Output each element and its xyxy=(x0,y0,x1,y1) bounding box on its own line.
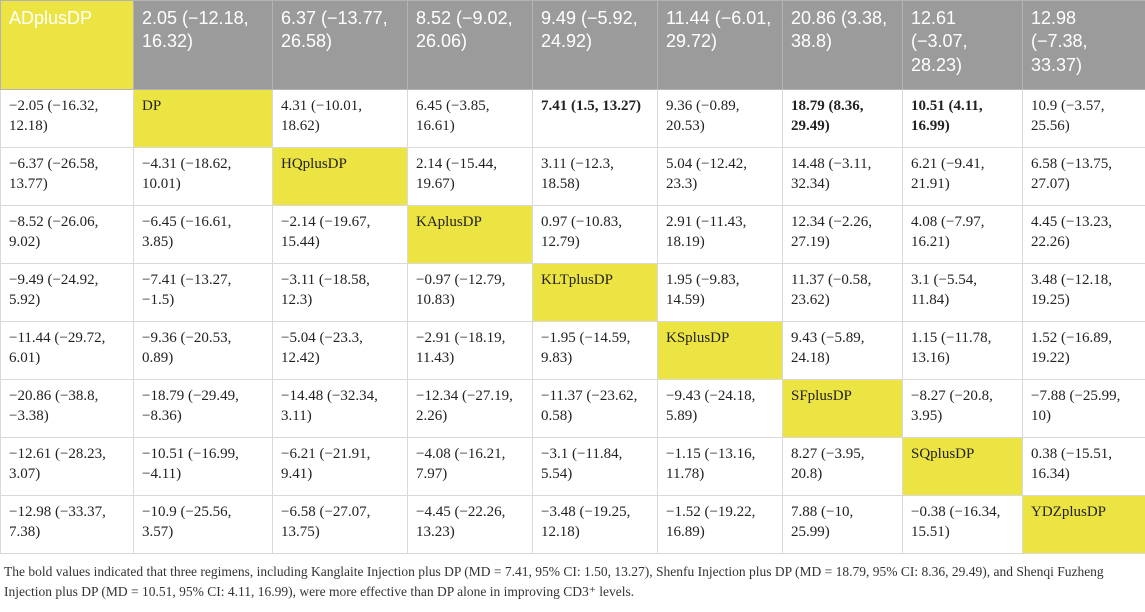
comparison-cell: −4.45 (−22.26, 13.23) xyxy=(407,495,533,554)
comparison-cell: −1.95 (−14.59, 9.83) xyxy=(532,321,658,380)
comparison-cell: 5.04 (−12.42, 23.3) xyxy=(657,147,783,206)
comparison-cell: −8.52 (−26.06, 9.02) xyxy=(0,205,134,264)
comparison-cell: −11.44 (−29.72, 6.01) xyxy=(0,321,134,380)
comparison-cell: −14.48 (−32.34, 3.11) xyxy=(272,379,408,438)
comparison-cell: 20.86 (3.38, 38.8) xyxy=(782,0,903,90)
comparison-cell: 14.48 (−3.11, 32.34) xyxy=(782,147,903,206)
comparison-cell: 11.37 (−0.58, 23.62) xyxy=(782,263,903,322)
comparison-cell: −9.49 (−24.92, 5.92) xyxy=(0,263,134,322)
comparison-cell: 6.45 (−3.85, 16.61) xyxy=(407,89,533,148)
table-row: −2.05 (−16.32, 12.18) DP 4.31 (−10.01, 18.… xyxy=(0,89,1145,148)
table-row: −9.49 (−24.92, 5.92) −7.41 (−13.27, −1.5)… xyxy=(0,263,1145,322)
comparison-cell: 6.58 (−13.75, 27.07) xyxy=(1022,147,1145,206)
comparison-cell: 9.49 (−5.92, 24.92) xyxy=(532,0,658,90)
treatment-label-cell: SFplusDP xyxy=(782,379,903,438)
league-table: ADplusDP 2.05 (−12.18, 16.32) 6.37 (−13.77… xyxy=(0,0,1145,554)
comparison-cell: 4.31 (−10.01, 18.62) xyxy=(272,89,408,148)
comparison-cell: −1.15 (−13.16, 11.78) xyxy=(657,437,783,496)
comparison-cell: 6.21 (−9.41, 21.91) xyxy=(902,147,1023,206)
comparison-cell: −7.41 (−13.27, −1.5) xyxy=(133,263,273,322)
comparison-cell: −2.91 (−18.19, 11.43) xyxy=(407,321,533,380)
comparison-cell: 12.34 (−2.26, 27.19) xyxy=(782,205,903,264)
comparison-cell: −0.97 (−12.79, 10.83) xyxy=(407,263,533,322)
comparison-cell: −12.98 (−33.37, 7.38) xyxy=(0,495,134,554)
comparison-cell: 6.37 (−13.77, 26.58) xyxy=(272,0,408,90)
comparison-cell: 3.48 (−12.18, 19.25) xyxy=(1022,263,1145,322)
comparison-cell: −10.51 (−16.99, −4.11) xyxy=(133,437,273,496)
comparison-cell: 12.98 (−7.38, 33.37) xyxy=(1022,0,1145,90)
comparison-cell: −2.14 (−19.67, 15.44) xyxy=(272,205,408,264)
treatment-label-cell: ADplusDP xyxy=(0,0,134,90)
comparison-cell: 2.05 (−12.18, 16.32) xyxy=(133,0,273,90)
comparison-cell: 8.52 (−9.02, 26.06) xyxy=(407,0,533,90)
comparison-cell: −4.08 (−16.21, 7.97) xyxy=(407,437,533,496)
table-row: −6.37 (−26.58, 13.77) −4.31 (−18.62, 10.0… xyxy=(0,147,1145,206)
treatment-label-cell: YDZplusDP xyxy=(1022,495,1145,554)
comparison-cell: 1.95 (−9.83, 14.59) xyxy=(657,263,783,322)
comparison-cell: −6.21 (−21.91, 9.41) xyxy=(272,437,408,496)
table-row: −8.52 (−26.06, 9.02) −6.45 (−16.61, 3.85)… xyxy=(0,205,1145,264)
comparison-cell: 0.97 (−10.83, 12.79) xyxy=(532,205,658,264)
comparison-cell: −0.38 (−16.34, 15.51) xyxy=(902,495,1023,554)
comparison-cell: 9.36 (−0.89, 20.53) xyxy=(657,89,783,148)
comparison-cell: 7.88 (−10, 25.99) xyxy=(782,495,903,554)
treatment-label-cell: SQplusDP xyxy=(902,437,1023,496)
comparison-cell: 7.41 (1.5, 13.27) xyxy=(532,89,658,148)
table-footnote: The bold values indicated that three reg… xyxy=(4,564,1104,599)
comparison-cell: −10.9 (−25.56, 3.57) xyxy=(133,495,273,554)
comparison-cell: 0.38 (−15.51, 16.34) xyxy=(1022,437,1145,496)
table-body: ADplusDP 2.05 (−12.18, 16.32) 6.37 (−13.77… xyxy=(0,0,1145,554)
table-row: −11.44 (−29.72, 6.01) −9.36 (−20.53, 0.89… xyxy=(0,321,1145,380)
comparison-cell: 10.51 (4.11, 16.99) xyxy=(902,89,1023,148)
treatment-label-cell: KLTplusDP xyxy=(532,263,658,322)
comparison-cell: −12.61 (−28.23, 3.07) xyxy=(0,437,134,496)
comparison-cell: −12.34 (−27.19, 2.26) xyxy=(407,379,533,438)
comparison-cell: −3.1 (−11.84, 5.54) xyxy=(532,437,658,496)
comparison-cell: 3.1 (−5.54, 11.84) xyxy=(902,263,1023,322)
comparison-cell: 12.61 (−3.07, 28.23) xyxy=(902,0,1023,90)
comparison-cell: 2.91 (−11.43, 18.19) xyxy=(657,205,783,264)
table-row: −12.61 (−28.23, 3.07) −10.51 (−16.99, −4.… xyxy=(0,437,1145,496)
comparison-cell: 3.11 (−12.3, 18.58) xyxy=(532,147,658,206)
comparison-cell: 1.15 (−11.78, 13.16) xyxy=(902,321,1023,380)
comparison-cell: −6.45 (−16.61, 3.85) xyxy=(133,205,273,264)
comparison-cell: 9.43 (−5.89, 24.18) xyxy=(782,321,903,380)
comparison-cell: −9.43 (−24.18, 5.89) xyxy=(657,379,783,438)
comparison-cell: −5.04 (−23.3, 12.42) xyxy=(272,321,408,380)
comparison-cell: 1.52 (−16.89, 19.22) xyxy=(1022,321,1145,380)
treatment-label-cell: HQplusDP xyxy=(272,147,408,206)
comparison-cell: −8.27 (−20.8, 3.95) xyxy=(902,379,1023,438)
comparison-cell: −7.88 (−25.99, 10) xyxy=(1022,379,1145,438)
comparison-cell: −2.05 (−16.32, 12.18) xyxy=(0,89,134,148)
comparison-cell: −9.36 (−20.53, 0.89) xyxy=(133,321,273,380)
comparison-cell: 2.14 (−15.44, 19.67) xyxy=(407,147,533,206)
comparison-cell: −18.79 (−29.49, −8.36) xyxy=(133,379,273,438)
comparison-cell: 8.27 (−3.95, 20.8) xyxy=(782,437,903,496)
comparison-cell: −1.52 (−19.22, 16.89) xyxy=(657,495,783,554)
comparison-cell: −20.86 (−38.8, −3.38) xyxy=(0,379,134,438)
comparison-cell: 18.79 (8.36, 29.49) xyxy=(782,89,903,148)
comparison-cell: 4.45 (−13.23, 22.26) xyxy=(1022,205,1145,264)
header-row: ADplusDP 2.05 (−12.18, 16.32) 6.37 (−13.77… xyxy=(0,0,1145,90)
treatment-label-cell: KSplusDP xyxy=(657,321,783,380)
comparison-cell: −11.37 (−23.62, 0.58) xyxy=(532,379,658,438)
comparison-cell: −4.31 (−18.62, 10.01) xyxy=(133,147,273,206)
comparison-cell: 11.44 (−6.01, 29.72) xyxy=(657,0,783,90)
comparison-cell: 4.08 (−7.97, 16.21) xyxy=(902,205,1023,264)
treatment-label-cell: KAplusDP xyxy=(407,205,533,264)
comparison-cell: −3.48 (−19.25, 12.18) xyxy=(532,495,658,554)
comparison-cell: −3.11 (−18.58, 12.3) xyxy=(272,263,408,322)
table-row: −20.86 (−38.8, −3.38) −18.79 (−29.49, −8.… xyxy=(0,379,1145,438)
comparison-cell: −6.58 (−27.07, 13.75) xyxy=(272,495,408,554)
comparison-cell: 10.9 (−3.57, 25.56) xyxy=(1022,89,1145,148)
comparison-cell: −6.37 (−26.58, 13.77) xyxy=(0,147,134,206)
treatment-label-cell: DP xyxy=(133,89,273,148)
table-row: −12.98 (−33.37, 7.38) −10.9 (−25.56, 3.57… xyxy=(0,495,1145,554)
